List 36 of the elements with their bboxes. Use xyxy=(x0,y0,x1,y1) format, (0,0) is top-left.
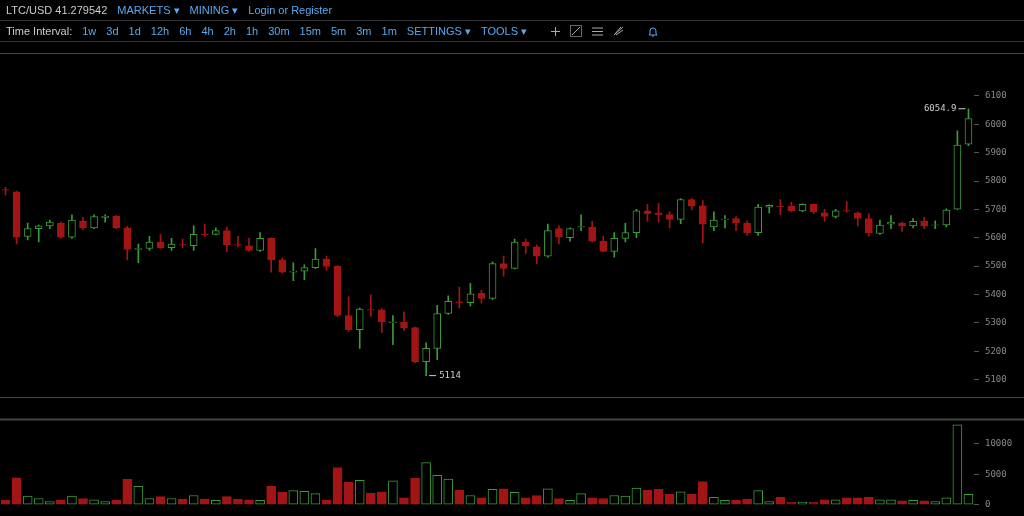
text: 6h xyxy=(179,25,192,37)
y-tick-label: 5900 xyxy=(985,147,1007,158)
y-tick-label: 0 xyxy=(985,498,991,509)
y-tick-label: 5800 xyxy=(985,175,1007,186)
y-tick-label: 5500 xyxy=(985,260,1007,271)
text: 5m xyxy=(330,25,347,37)
text: LTC/USD 41.279542 xyxy=(6,4,108,16)
text: 15m xyxy=(299,25,321,37)
text: MINING ▾ xyxy=(189,3,239,17)
y-tick-label: 5000 xyxy=(985,468,1007,479)
text: 12h xyxy=(150,25,170,37)
text: 30m xyxy=(268,25,290,37)
annotation: 5114 xyxy=(439,369,461,380)
text: 1w xyxy=(82,25,97,37)
text: 1d xyxy=(128,25,141,37)
y-tick-label: 5100 xyxy=(985,373,1007,384)
text: 3m xyxy=(356,25,372,37)
y-tick-label: 5700 xyxy=(985,203,1007,214)
text: 2h xyxy=(223,25,236,37)
annotation: 6054.9 xyxy=(923,103,957,114)
text: 4h xyxy=(201,25,214,37)
text: SETTINGS ▾ xyxy=(406,24,471,38)
y-tick-label: 5200 xyxy=(985,345,1007,356)
y-tick-label: 6000 xyxy=(985,118,1007,129)
text: Login or Register xyxy=(248,4,333,16)
y-tick-label: 5300 xyxy=(985,317,1007,328)
text: 1h xyxy=(245,25,259,37)
text: MARKETS ▾ xyxy=(117,3,180,17)
y-tick-label: 5400 xyxy=(985,288,1007,299)
text: Time Interval: xyxy=(6,25,73,37)
y-tick-label: 5600 xyxy=(985,232,1007,243)
text: 3d xyxy=(106,25,119,37)
text: 1m xyxy=(381,25,397,37)
text: TOOLS ▾ xyxy=(480,24,528,38)
y-tick-label: 10000 xyxy=(985,438,1013,449)
y-tick-label: 6100 xyxy=(985,90,1007,101)
